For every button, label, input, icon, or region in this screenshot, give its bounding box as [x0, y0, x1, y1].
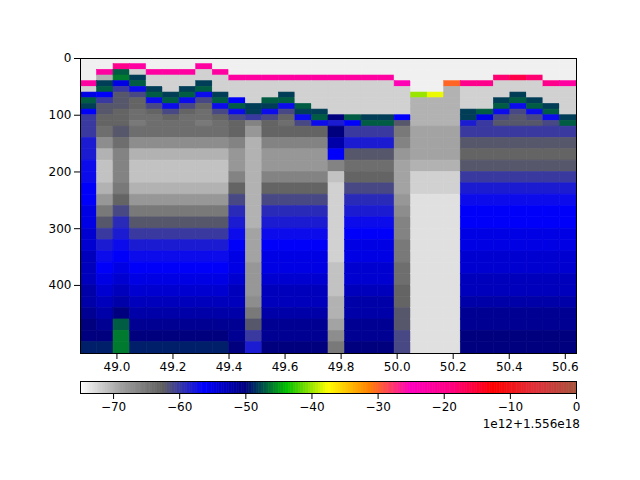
svg-text:50.2: 50.2: [440, 360, 467, 374]
svg-text:0: 0: [573, 400, 581, 414]
svg-text:50.6: 50.6: [552, 360, 579, 374]
svg-text:400: 400: [49, 278, 72, 292]
svg-text:−10: −10: [498, 400, 523, 414]
svg-text:49.0: 49.0: [104, 360, 131, 374]
svg-text:200: 200: [49, 165, 72, 179]
svg-text:49.4: 49.4: [216, 360, 243, 374]
svg-text:−50: −50: [233, 400, 258, 414]
svg-text:49.2: 49.2: [160, 360, 187, 374]
svg-text:−20: −20: [432, 400, 457, 414]
svg-text:49.6: 49.6: [272, 360, 299, 374]
svg-text:−60: −60: [167, 400, 192, 414]
svg-text:49.8: 49.8: [328, 360, 355, 374]
svg-text:50.4: 50.4: [496, 360, 523, 374]
svg-text:−70: −70: [101, 400, 126, 414]
svg-text:50.0: 50.0: [384, 360, 411, 374]
html-text:1e12+1.556e18: 1e12+1.556e18: [482, 417, 580, 431]
svg-text:0: 0: [64, 51, 72, 65]
svg-text:100: 100: [49, 108, 72, 122]
svg-text:300: 300: [49, 222, 72, 236]
svg-text:−40: −40: [299, 400, 324, 414]
svg-text:−30: −30: [365, 400, 390, 414]
